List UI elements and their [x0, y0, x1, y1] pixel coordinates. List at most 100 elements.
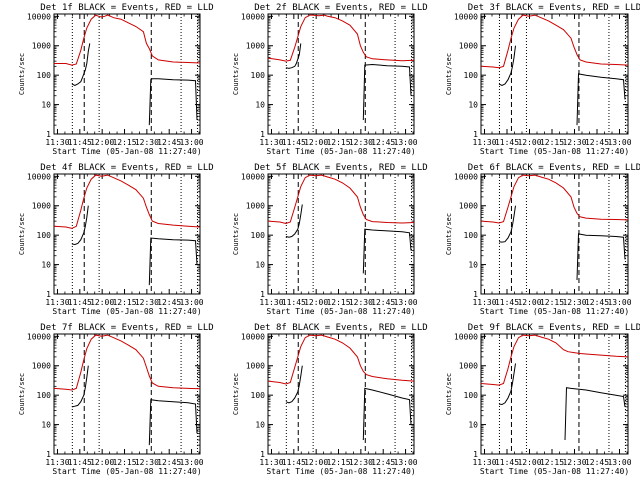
y-tick-label: 1000 [459, 202, 478, 211]
x-tick-label: 12:15 [326, 138, 350, 147]
x-tick-label: 12:00 [90, 458, 114, 467]
panel-det-3: Det 3f BLACK = Events, RED = LLD 1 10 100 10… [445, 3, 640, 156]
x-tick-label: 11:30 [259, 138, 283, 147]
x-axis-label: Start Time (05-Jan-08 11:27:40) [480, 147, 629, 156]
events-series-line [576, 233, 626, 281]
x-tick-label: 12:00 [517, 138, 541, 147]
y-tick-label: 100 [464, 71, 479, 80]
y-tick-label: 10000 [241, 332, 265, 341]
panel-title: Det 7f BLACK = Events, RED = LLD [40, 323, 213, 333]
x-tick-label: 12:30 [135, 458, 159, 467]
panel-title: Det 1f BLACK = Events, RED = LLD [40, 3, 213, 13]
events-series-line [148, 237, 198, 286]
plot-frame [53, 13, 201, 135]
x-tick-label: 11:45 [68, 298, 92, 307]
x-tick-label: 12:00 [90, 298, 114, 307]
x-axis-label: Start Time (05-Jan-08 11:27:40) [480, 467, 629, 476]
y-axis-label: Counts/sec [232, 373, 240, 415]
y-tick-label: 10 [255, 421, 265, 430]
y-tick-label: 1 [46, 130, 51, 139]
x-tick-label: 12:30 [349, 458, 373, 467]
x-axis-label: Start Time (05-Jan-08 11:27:40) [480, 307, 629, 316]
panel-title: Det 5f BLACK = Events, RED = LLD [254, 163, 427, 173]
x-tick-label: 13:00 [607, 458, 631, 467]
x-tick-label: 11:30 [259, 298, 283, 307]
y-tick-label: 100 [251, 391, 266, 400]
x-tick-label: 11:45 [68, 458, 92, 467]
x-tick-label: 11:45 [282, 138, 306, 147]
panel-title: Det 9f BLACK = Events, RED = LLD [468, 323, 640, 333]
x-tick-label: 11:30 [472, 298, 496, 307]
events-series-line [148, 399, 198, 446]
x-tick-label: 12:45 [371, 458, 395, 467]
y-tick-label: 100 [251, 231, 266, 240]
y-tick-label: 100 [37, 71, 52, 80]
x-tick-label: 12:45 [157, 458, 181, 467]
x-tick-label: 12:00 [517, 298, 541, 307]
y-tick-label: 1000 [32, 362, 51, 371]
x-tick-label: 11:30 [45, 298, 69, 307]
x-tick-label: 12:45 [157, 138, 181, 147]
y-tick-label: 10 [468, 261, 478, 270]
x-axis-label: Start Time (05-Jan-08 11:27:40) [266, 307, 415, 316]
y-tick-label: 10 [468, 101, 478, 110]
x-tick-label: 11:45 [495, 458, 519, 467]
x-tick-label: 11:30 [259, 458, 283, 467]
x-tick-label: 11:30 [472, 138, 496, 147]
y-tick-label: 10000 [454, 332, 478, 341]
lld-series-line [54, 334, 200, 391]
y-axis-label: Counts/sec [445, 53, 453, 95]
y-tick-label: 1000 [246, 42, 265, 51]
y-tick-label: 100 [37, 231, 52, 240]
y-tick-label: 1000 [246, 362, 265, 371]
x-tick-label: 12:45 [585, 138, 609, 147]
plot-frame [267, 13, 415, 135]
panel-title: Det 3f BLACK = Events, RED = LLD [468, 3, 640, 13]
x-tick-label: 11:30 [472, 458, 496, 467]
x-tick-label: 12:45 [371, 298, 395, 307]
x-tick-label: 11:30 [45, 138, 69, 147]
panel-det-1: Det 1f BLACK = Events, RED = LLD 1 10 100 10… [18, 3, 214, 156]
events-series-line [71, 43, 91, 86]
y-tick-label: 1 [260, 290, 265, 299]
x-tick-label: 12:30 [135, 138, 159, 147]
x-tick-label: 12:00 [304, 298, 328, 307]
events-series-line [498, 363, 516, 406]
lld-series-line [268, 174, 414, 225]
x-tick-label: 12:45 [585, 458, 609, 467]
x-tick-label: 12:00 [90, 138, 114, 147]
events-series-line [285, 365, 303, 404]
events-series-line [71, 205, 89, 246]
y-tick-label: 100 [464, 391, 479, 400]
plot-frame [267, 333, 415, 455]
panel-det-8: Det 8f BLACK = Events, RED = LLD 1 10 100 10… [232, 323, 428, 476]
y-tick-label: 1 [473, 290, 478, 299]
x-tick-label: 12:00 [304, 458, 328, 467]
x-tick-label: 12:30 [349, 138, 373, 147]
y-axis-label: Counts/sec [232, 213, 240, 255]
events-series-line [148, 78, 198, 126]
y-tick-label: 10000 [27, 12, 51, 21]
events-series-line [362, 387, 412, 441]
x-axis-label: Start Time (05-Jan-08 11:27:40) [52, 147, 201, 156]
x-tick-label: 13:00 [394, 458, 418, 467]
events-series-line [285, 43, 302, 69]
y-axis-label: Counts/sec [18, 213, 26, 255]
y-tick-label: 1000 [32, 42, 51, 51]
y-tick-label: 1000 [459, 42, 478, 51]
x-tick-label: 11:45 [495, 298, 519, 307]
plot-frame [480, 333, 629, 455]
lld-series-line [268, 14, 414, 62]
panel-det-5: Det 5f BLACK = Events, RED = LLD 1 10 100 10… [232, 163, 428, 316]
x-tick-label: 12:45 [371, 138, 395, 147]
x-tick-label: 12:15 [540, 458, 564, 467]
y-axis-label: Counts/sec [18, 373, 26, 415]
plot-frame [480, 13, 629, 135]
y-tick-label: 10000 [241, 12, 265, 21]
lld-series-line [481, 334, 628, 386]
x-tick-label: 12:15 [540, 138, 564, 147]
plot-frame [480, 173, 629, 295]
events-series-line [71, 365, 89, 408]
